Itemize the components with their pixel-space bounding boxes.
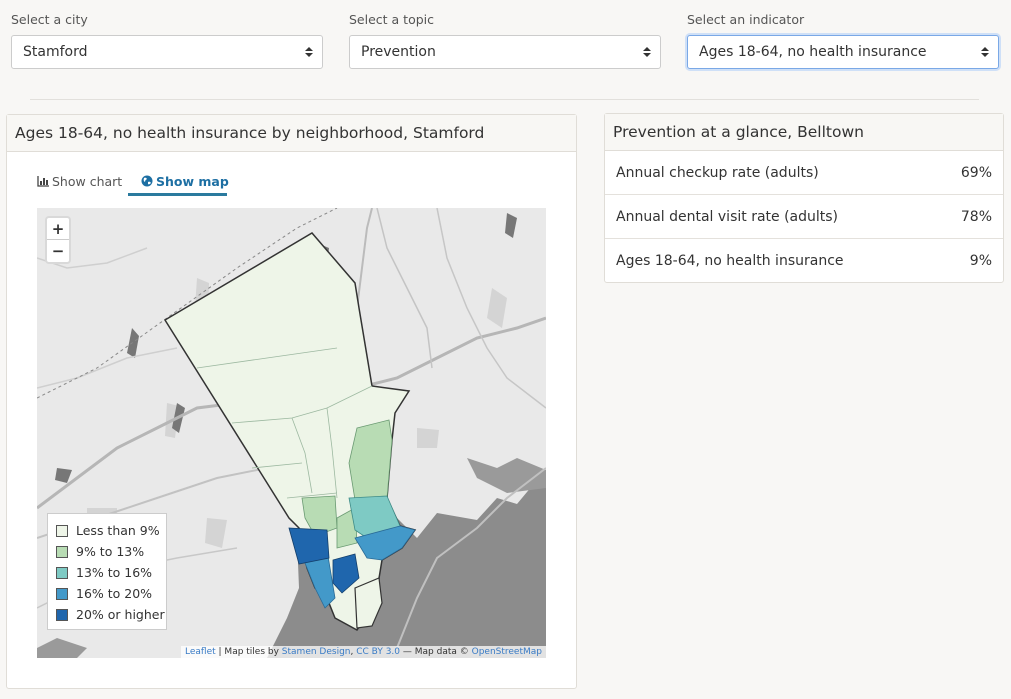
- tab-show-map-label: Show map: [156, 174, 229, 189]
- map-legend: Less than 9% 9% to 13% 13% to 16% 16% to…: [47, 513, 167, 630]
- indicator-select[interactable]: Ages 18-64, no health insurance: [687, 35, 999, 69]
- topic-selector: Select a topic Prevention: [349, 12, 661, 69]
- glance-panel-title: Prevention at a glance, Belltown: [605, 114, 1003, 151]
- legend-item: Less than 9%: [56, 520, 160, 541]
- select-arrows-icon: [981, 47, 989, 57]
- legend-item: 13% to 16%: [56, 562, 158, 583]
- legend-swatch: [56, 587, 68, 600]
- city-select-label: Select a city: [11, 12, 88, 27]
- indicator-select-value: Ages 18-64, no health insurance: [699, 44, 927, 60]
- leaflet-link[interactable]: Leaflet: [185, 647, 216, 657]
- tab-show-chart[interactable]: Show chart: [37, 173, 122, 191]
- legend-swatch: [56, 524, 68, 537]
- choropleth-map[interactable]: + − Less than 9% 9% to 13% 13% to 16% 16…: [37, 208, 546, 658]
- select-arrows-icon: [305, 47, 313, 57]
- zoom-out-button[interactable]: −: [51, 242, 65, 260]
- osm-link[interactable]: OpenStreetMap: [471, 647, 542, 657]
- attribution-data-text: — Map data ©: [400, 647, 472, 657]
- indicator-selector: Select an indicator Ages 18-64, no healt…: [687, 12, 999, 69]
- legend-swatch: [56, 608, 68, 621]
- divider: [30, 99, 979, 100]
- legend-item: 9% to 13%: [56, 541, 158, 562]
- glance-label: Ages 18-64, no health insurance: [616, 253, 844, 269]
- globe-icon: [141, 175, 153, 187]
- zoom-control: + −: [45, 216, 71, 264]
- attribution-sep: ,: [350, 647, 357, 657]
- glance-value: 9%: [969, 253, 992, 269]
- indicator-select-label: Select an indicator: [687, 12, 805, 27]
- map-tiles: [37, 208, 546, 658]
- attribution-text: | Map tiles by: [215, 647, 282, 657]
- select-arrows-icon: [643, 47, 651, 57]
- map-panel-title: Ages 18-64, no health insurance by neigh…: [7, 115, 576, 152]
- glance-panel: Prevention at a glance, Belltown Annual …: [604, 113, 1004, 283]
- glance-value: 78%: [960, 208, 992, 225]
- glance-row: Ages 18-64, no health insurance 9%: [605, 239, 1003, 283]
- glance-label: Annual dental visit rate (adults): [616, 208, 839, 225]
- city-select[interactable]: Stamford: [11, 35, 323, 69]
- tab-show-chart-label: Show chart: [52, 174, 123, 189]
- legend-item: 20% or higher: [56, 604, 165, 625]
- topic-select-value: Prevention: [361, 44, 436, 60]
- bar-chart-icon: [37, 176, 49, 187]
- license-link[interactable]: CC BY 3.0: [356, 647, 401, 657]
- topic-select-label: Select a topic: [349, 12, 434, 27]
- city-selector: Select a city Stamford: [11, 12, 323, 69]
- legend-label: 9% to 13%: [76, 544, 145, 559]
- legend-swatch: [56, 566, 68, 579]
- glance-value: 69%: [960, 164, 992, 181]
- legend-label: 20% or higher: [76, 607, 165, 622]
- map-panel: Ages 18-64, no health insurance by neigh…: [6, 114, 577, 689]
- topic-select[interactable]: Prevention: [349, 35, 661, 69]
- tab-show-map[interactable]: Show map: [128, 173, 229, 196]
- stamen-link[interactable]: Stamen Design: [281, 647, 351, 657]
- legend-label: 16% to 20%: [76, 586, 153, 601]
- glance-label: Annual checkup rate (adults): [616, 164, 819, 181]
- glance-row: Annual dental visit rate (adults) 78%: [605, 195, 1003, 239]
- legend-label: Less than 9%: [76, 523, 160, 538]
- legend-item: 16% to 20%: [56, 583, 158, 604]
- glance-row: Annual checkup rate (adults) 69%: [605, 151, 1003, 195]
- legend-swatch: [56, 545, 68, 558]
- zoom-in-button[interactable]: +: [47, 218, 69, 240]
- map-attribution: Leaflet | Map tiles by Stamen Design, CC…: [181, 646, 546, 658]
- legend-label: 13% to 16%: [76, 565, 153, 580]
- city-select-value: Stamford: [23, 44, 88, 60]
